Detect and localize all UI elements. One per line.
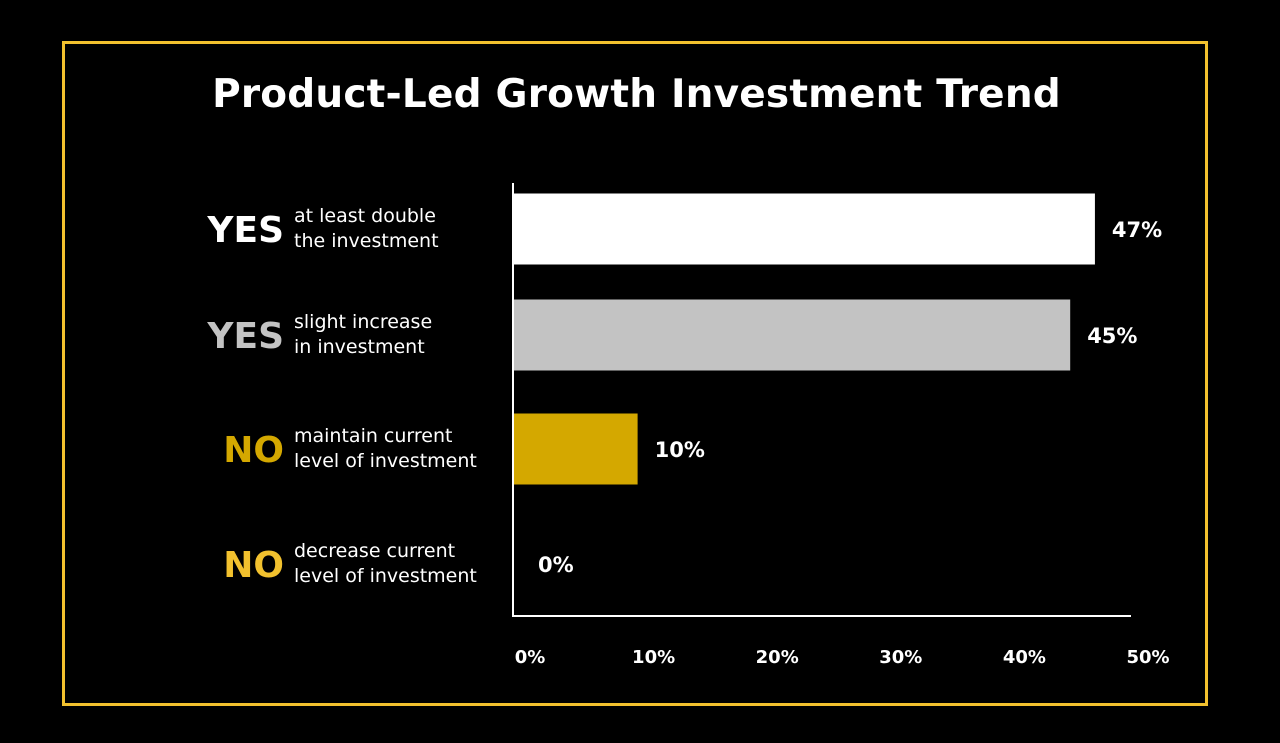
category-answer-4: NO bbox=[223, 545, 284, 586]
axes-layer bbox=[512, 183, 1131, 617]
value-label-3: 10% bbox=[655, 438, 705, 462]
chart-frame bbox=[62, 41, 1208, 706]
x-tick-label-4: 30% bbox=[879, 647, 922, 668]
category-description-3-line-2: level of investment bbox=[294, 450, 477, 472]
category-description-2-line-2: in investment bbox=[294, 336, 425, 358]
category-description-1-line-2: the investment bbox=[294, 230, 439, 252]
chart-title: Product-Led Growth Investment Trend bbox=[212, 72, 1061, 117]
bar-3 bbox=[514, 413, 638, 485]
category-answer-1: YES bbox=[206, 210, 284, 251]
x-tick-label-5: 40% bbox=[1003, 647, 1046, 668]
value-label-1: 47% bbox=[1112, 218, 1162, 242]
bar-1 bbox=[514, 193, 1095, 265]
x-tick-label-1: 0% bbox=[515, 647, 546, 668]
value-label-2: 45% bbox=[1087, 324, 1137, 348]
labels-layer: 47% YES at least double the investment 45% YE… bbox=[206, 205, 1162, 587]
category-description-2-line-1: slight increase bbox=[294, 311, 432, 333]
bars-layer bbox=[514, 193, 1095, 485]
x-tick-label-3: 20% bbox=[756, 647, 799, 668]
ticks-layer: 0% 10% 20% 30% 40% 50% bbox=[515, 647, 1170, 668]
x-tick-label-6: 50% bbox=[1126, 647, 1169, 668]
bar-2 bbox=[514, 299, 1071, 371]
category-description-4-line-2: level of investment bbox=[294, 565, 477, 587]
category-answer-2: YES bbox=[206, 316, 284, 357]
category-description-3-line-1: maintain current bbox=[294, 425, 452, 447]
category-answer-3: NO bbox=[223, 430, 284, 471]
x-tick-label-2: 10% bbox=[632, 647, 675, 668]
category-description-4-line-1: decrease current bbox=[294, 540, 455, 562]
category-description-1-line-1: at least double bbox=[294, 205, 436, 227]
value-label-4: 0% bbox=[538, 553, 574, 577]
